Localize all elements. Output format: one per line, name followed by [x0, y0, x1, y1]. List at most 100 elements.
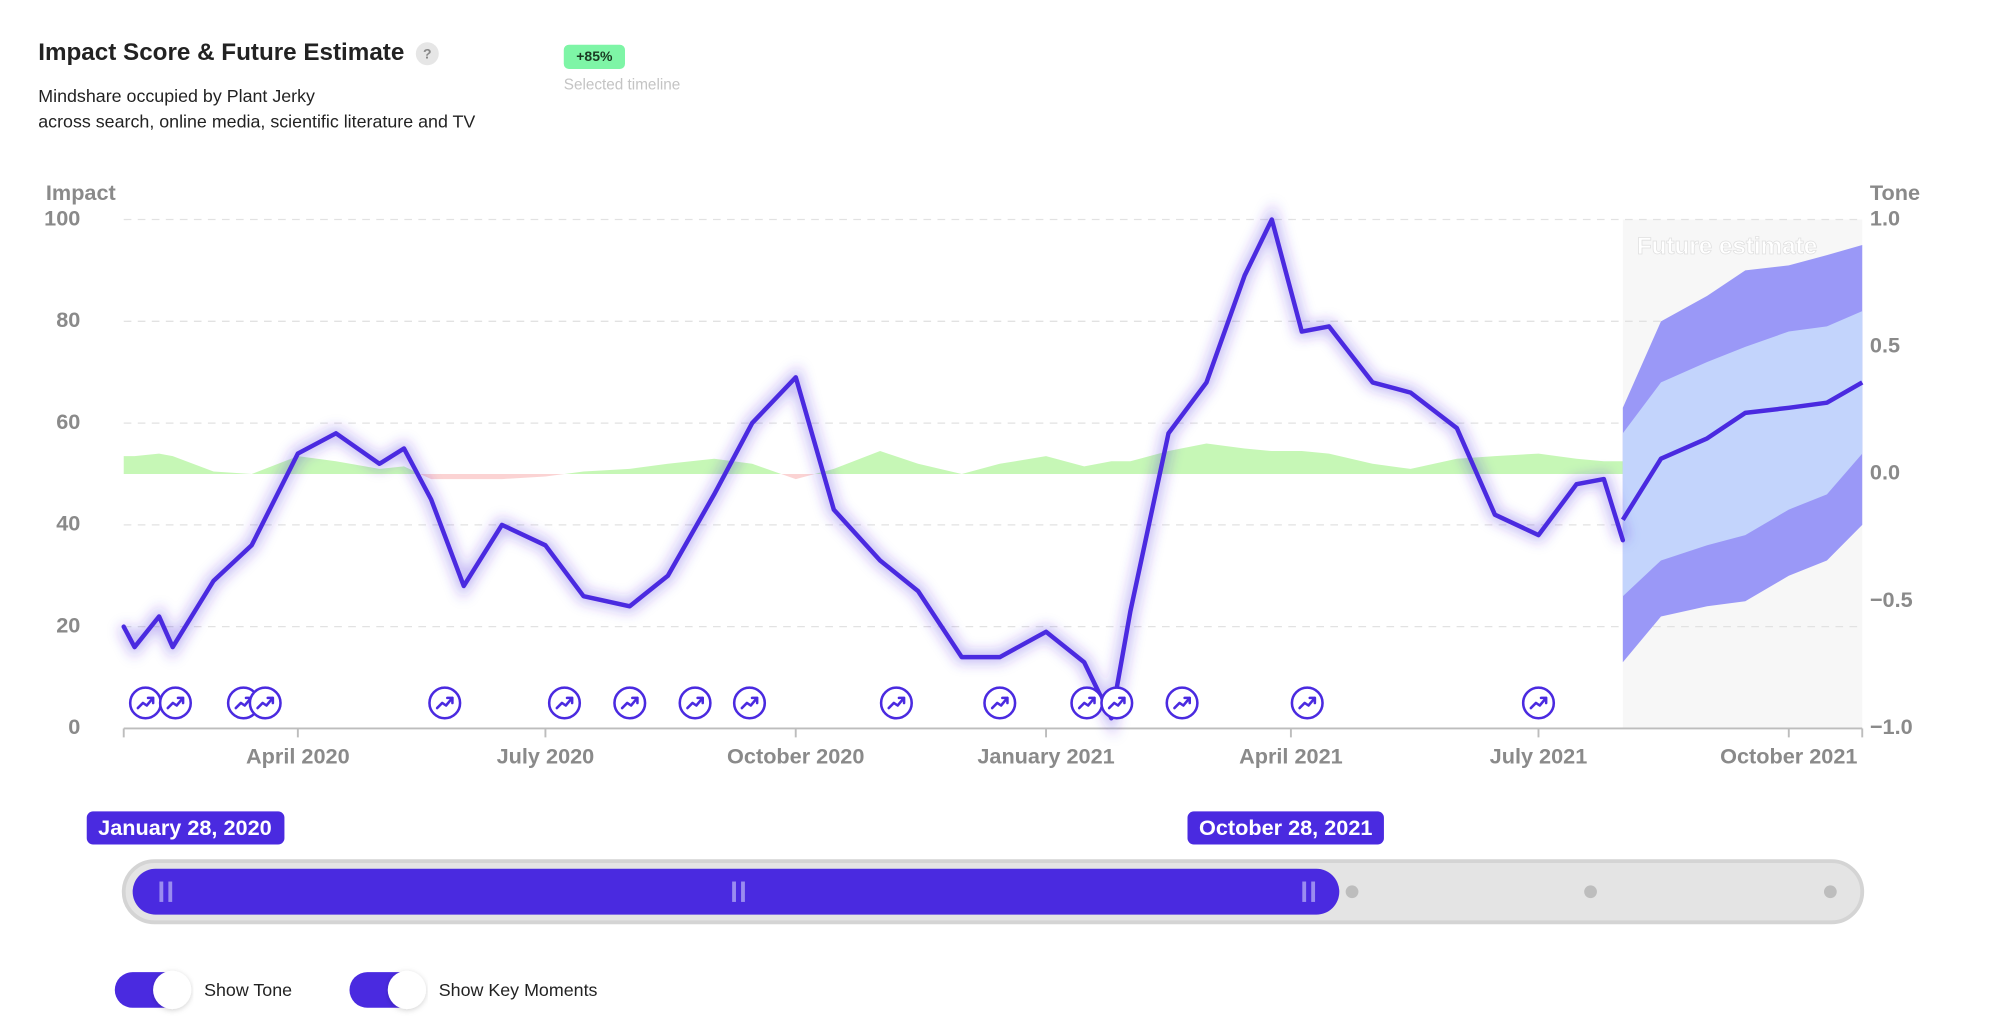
key-moment-glyph	[1173, 696, 1192, 710]
handle-grip	[1302, 881, 1307, 902]
key-moment-glyph	[256, 696, 275, 710]
y-tick-label: 0	[68, 714, 80, 739]
y2-tick-label: −0.5	[1870, 587, 1913, 612]
handle-grip	[159, 881, 164, 902]
y-tick-label: 80	[56, 307, 80, 332]
range-end-pill	[1187, 811, 1384, 845]
controls: January 28, 2020 October 28, 2021 Show T…	[86, 811, 1865, 1010]
key-moment[interactable]	[732, 686, 767, 720]
key-moment-glyph	[887, 696, 906, 710]
key-moment-circle	[248, 686, 282, 720]
slider-dot	[1345, 885, 1359, 899]
key-moment[interactable]	[678, 686, 712, 720]
chart-title: Impact Score & Future Estimate	[38, 39, 404, 66]
impact-line	[121, 217, 1626, 721]
key-moment-circle	[1521, 686, 1556, 720]
key-moment-glyph	[1529, 696, 1548, 710]
range-start: January 28, 2020	[98, 815, 272, 840]
key-moment-circle	[128, 686, 163, 720]
handle-grip	[732, 881, 736, 902]
toggle-knob	[153, 970, 192, 1010]
y2-axis-title: Tone	[1870, 180, 1920, 205]
y-tick-label: 100	[44, 205, 80, 230]
key-moment-glyph	[136, 696, 155, 710]
key-moment-glyph	[990, 696, 1009, 710]
change-value: +85%	[576, 48, 613, 64]
key-moment-glyph	[686, 696, 704, 710]
x-tick-label: April 2020	[246, 744, 350, 769]
y-tick-label: 60	[56, 409, 80, 434]
key-moment-circle	[1070, 686, 1104, 720]
key-moment-glyph	[620, 696, 639, 710]
toggle-knob	[387, 970, 427, 1010]
y2-tick-label: 0.5	[1870, 332, 1900, 357]
key-moment[interactable]	[128, 686, 163, 720]
tone-area	[123, 443, 1623, 480]
key-moment[interactable]	[983, 686, 1017, 720]
forecast-inner-band	[1622, 311, 1863, 597]
key-moment-circle	[732, 686, 767, 720]
plot: 0 20 40 60 80 100 −1.0 −0.5 0.0 0.5 1.0 Impact Tone A…	[44, 180, 1920, 769]
key-moment-circle	[158, 686, 192, 720]
key-moment-circle	[1290, 686, 1324, 720]
key-moment[interactable]	[1521, 686, 1556, 720]
key-moment-circle	[879, 686, 913, 720]
subtitle: Mindshare occupied by Plant Jerky	[38, 86, 315, 106]
key-moment-circle	[983, 686, 1017, 720]
key-moment-glyph	[740, 696, 759, 710]
forecast-line	[1620, 380, 1864, 521]
key-moment-circle	[428, 686, 462, 720]
key-moment-glyph	[555, 696, 574, 710]
toggle-label: Show Tone	[204, 980, 292, 1000]
help-icon[interactable]	[415, 42, 439, 66]
handle-grip	[1311, 881, 1316, 902]
slider-handles	[159, 881, 1316, 902]
handle-grip	[741, 881, 745, 902]
x-tick-label: October 2021	[1720, 744, 1857, 769]
toggle-label: Show Key Moments	[439, 980, 598, 1000]
y2-tick-label: 1.0	[1870, 205, 1900, 230]
key-moment-glyph	[435, 696, 454, 710]
key-moment-glyph	[1077, 696, 1096, 710]
help-mark: ?	[423, 46, 432, 62]
key-moment[interactable]	[158, 686, 192, 720]
subtitle: across search, online media, scientific …	[38, 111, 475, 131]
change-badge	[563, 44, 625, 70]
x-tick-label: July 2020	[497, 744, 595, 769]
handle-grip	[168, 881, 173, 902]
key-moment[interactable]	[428, 686, 462, 720]
slider-dot	[1584, 885, 1597, 899]
x-tick-label: January 2021	[977, 744, 1114, 769]
key-moment-circle	[547, 686, 582, 720]
key-moment-circle	[613, 686, 647, 720]
range-end: October 28, 2021	[1199, 815, 1372, 840]
y-tick-label: 40	[56, 511, 80, 536]
key-moment-glyph	[1298, 696, 1317, 710]
key-moment-circle	[1165, 686, 1199, 720]
key-moment-circle	[678, 686, 712, 720]
key-moment[interactable]	[1165, 686, 1199, 720]
y2-tick-label: −1.0	[1870, 714, 1913, 739]
key-moment-circle	[1100, 686, 1134, 720]
key-moment[interactable]	[1070, 686, 1104, 720]
y2-tick-label: 0.0	[1870, 460, 1900, 485]
y-tick-label: 20	[56, 612, 80, 637]
y-axis-title: Impact	[46, 180, 116, 205]
key-moment[interactable]	[879, 686, 913, 720]
key-moment-glyph	[1107, 696, 1126, 710]
key-moment[interactable]	[613, 686, 647, 720]
key-moment[interactable]	[1290, 686, 1324, 720]
range-start-pill	[86, 811, 285, 845]
badge-caption: Selected timeline	[564, 77, 681, 94]
key-moment-glyph	[166, 696, 185, 710]
x-tick-label: October 2020	[727, 744, 864, 769]
x-tick-label: April 2021	[1239, 744, 1343, 769]
future-label: Future estimate	[1637, 233, 1817, 260]
key-moment[interactable]	[248, 686, 282, 720]
key-moment[interactable]	[547, 686, 582, 720]
x-tick-label: July 2021	[1490, 744, 1588, 769]
slider-dot	[1823, 885, 1837, 899]
key-moment[interactable]	[1100, 686, 1134, 720]
